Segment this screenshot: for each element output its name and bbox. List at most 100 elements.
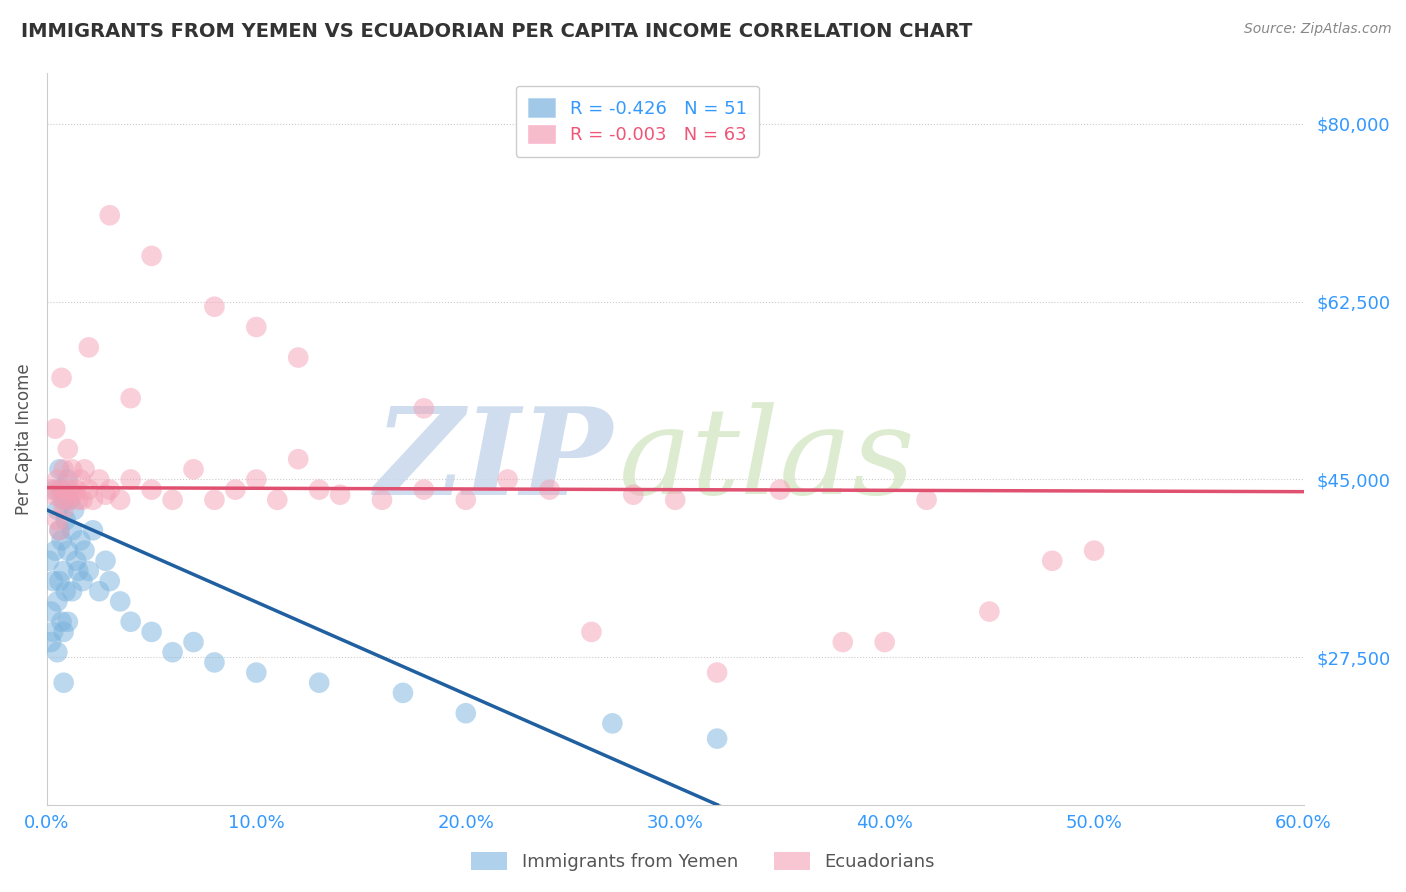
- Point: [329, 488, 352, 502]
- Point: [831, 635, 853, 649]
- Point: [1083, 543, 1105, 558]
- Point: [38, 554, 60, 568]
- Point: [44, 422, 66, 436]
- Point: [55, 584, 77, 599]
- Point: [65, 483, 87, 497]
- Point: [63, 503, 86, 517]
- Point: [621, 488, 644, 502]
- Point: [59, 492, 82, 507]
- Text: IMMIGRANTS FROM YEMEN VS ECUADORIAN PER CAPITA INCOME CORRELATION CHART: IMMIGRANTS FROM YEMEN VS ECUADORIAN PER …: [21, 22, 973, 41]
- Point: [89, 473, 111, 487]
- Point: [56, 442, 79, 456]
- Point: [60, 462, 83, 476]
- Point: [82, 492, 104, 507]
- Point: [48, 483, 70, 497]
- Point: [308, 483, 330, 497]
- Point: [94, 488, 117, 502]
- Point: [108, 492, 131, 507]
- Point: [56, 492, 79, 507]
- Text: ZIP: ZIP: [374, 401, 613, 520]
- Point: [89, 584, 111, 599]
- Point: [162, 492, 184, 507]
- Point: [55, 483, 77, 497]
- Point: [56, 615, 79, 629]
- Point: [979, 605, 1001, 619]
- Point: [245, 665, 267, 680]
- Point: [46, 503, 69, 517]
- Point: [77, 564, 100, 578]
- Point: [77, 483, 100, 497]
- Legend: R = -0.426   N = 51, R = -0.003   N = 63: R = -0.426 N = 51, R = -0.003 N = 63: [516, 86, 759, 157]
- Point: [42, 574, 65, 588]
- Point: [67, 564, 90, 578]
- Point: [44, 543, 66, 558]
- Point: [287, 452, 309, 467]
- Point: [706, 731, 728, 746]
- Point: [52, 675, 75, 690]
- Point: [72, 574, 94, 588]
- Point: [52, 462, 75, 476]
- Point: [46, 594, 69, 608]
- Point: [48, 574, 70, 588]
- Point: [55, 513, 77, 527]
- Point: [39, 605, 62, 619]
- Point: [538, 483, 561, 497]
- Point: [51, 615, 73, 629]
- Point: [42, 488, 65, 502]
- Point: [51, 492, 73, 507]
- Point: [412, 483, 434, 497]
- Point: [454, 706, 477, 721]
- Point: [371, 492, 394, 507]
- Point: [69, 473, 91, 487]
- Point: [65, 554, 87, 568]
- Point: [51, 483, 73, 497]
- Point: [56, 543, 79, 558]
- Point: [52, 564, 75, 578]
- Point: [56, 473, 79, 487]
- Point: [120, 615, 142, 629]
- Point: [52, 492, 75, 507]
- Point: [769, 483, 792, 497]
- Point: [141, 624, 163, 639]
- Point: [63, 488, 86, 502]
- Point: [60, 523, 83, 537]
- Point: [46, 513, 69, 527]
- Point: [73, 543, 96, 558]
- Point: [39, 635, 62, 649]
- Point: [44, 483, 66, 497]
- Point: [496, 473, 519, 487]
- Point: [51, 371, 73, 385]
- Point: [69, 533, 91, 548]
- Point: [141, 249, 163, 263]
- Point: [67, 492, 90, 507]
- Point: [39, 483, 62, 497]
- Point: [224, 483, 246, 497]
- Point: [51, 533, 73, 548]
- Point: [48, 523, 70, 537]
- Point: [183, 635, 205, 649]
- Point: [308, 675, 330, 690]
- Point: [98, 483, 121, 497]
- Legend: Immigrants from Yemen, Ecuadorians: Immigrants from Yemen, Ecuadorians: [464, 845, 942, 879]
- Point: [52, 624, 75, 639]
- Point: [245, 320, 267, 334]
- Point: [59, 483, 82, 497]
- Point: [581, 624, 603, 639]
- Point: [454, 492, 477, 507]
- Y-axis label: Per Capita Income: Per Capita Income: [15, 363, 32, 515]
- Point: [915, 492, 938, 507]
- Point: [48, 523, 70, 537]
- Point: [204, 656, 226, 670]
- Point: [183, 462, 205, 476]
- Point: [77, 340, 100, 354]
- Point: [664, 492, 686, 507]
- Point: [266, 492, 288, 507]
- Point: [72, 492, 94, 507]
- Point: [120, 473, 142, 487]
- Point: [52, 503, 75, 517]
- Point: [82, 523, 104, 537]
- Point: [98, 208, 121, 222]
- Point: [46, 645, 69, 659]
- Point: [73, 462, 96, 476]
- Point: [98, 574, 121, 588]
